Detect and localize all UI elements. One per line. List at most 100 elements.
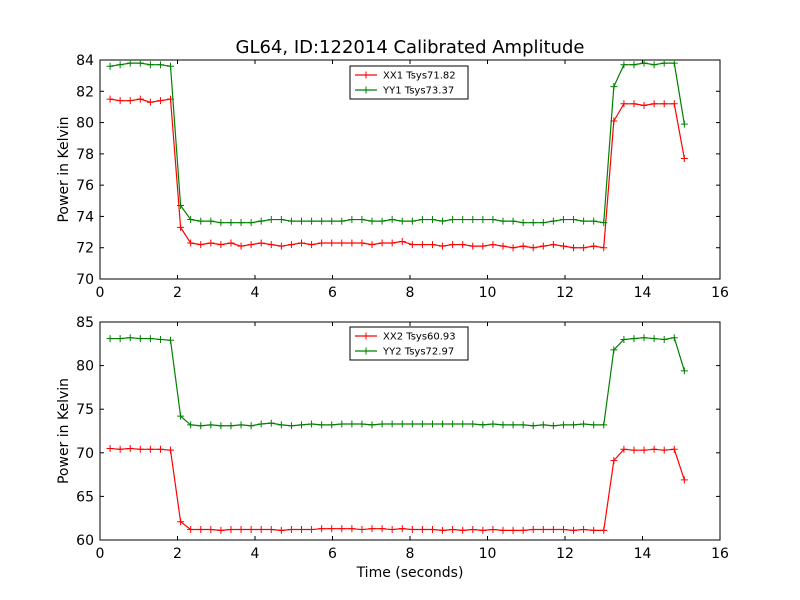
series-line-2 xyxy=(109,62,685,224)
data-point xyxy=(559,216,567,224)
top-chart: 0 2 4 6 8 10 12 14 16 70 72 74 76 78 80 82 84 Power in Ke… xyxy=(56,53,729,301)
data-point xyxy=(338,420,346,428)
data-point xyxy=(650,445,658,453)
data-point xyxy=(529,422,537,430)
data-point xyxy=(610,457,618,465)
data-point xyxy=(328,525,336,533)
x-tick-label: 6 xyxy=(328,285,337,301)
data-point xyxy=(580,217,588,225)
legend-marker xyxy=(362,332,370,340)
data-point xyxy=(449,526,457,534)
data-point xyxy=(489,241,497,249)
data-point xyxy=(126,334,134,342)
data-point xyxy=(398,237,406,245)
data-point xyxy=(388,526,396,534)
data-point xyxy=(439,526,447,534)
data-point xyxy=(650,61,658,69)
data-point xyxy=(227,239,235,247)
y-tick-label: 84 xyxy=(76,53,94,69)
data-point xyxy=(469,526,477,534)
data-point xyxy=(640,101,648,109)
data-point xyxy=(600,219,608,227)
data-point xyxy=(348,239,356,247)
data-point xyxy=(177,223,185,231)
data-point xyxy=(600,244,608,252)
data-point xyxy=(590,242,598,250)
data-point xyxy=(570,526,578,534)
data-point xyxy=(308,217,316,225)
data-point xyxy=(620,445,628,453)
data-point xyxy=(217,219,225,227)
data-point xyxy=(136,59,144,67)
data-point xyxy=(469,242,477,250)
data-point xyxy=(177,518,185,526)
data-point xyxy=(630,61,638,69)
data-point xyxy=(277,242,285,250)
data-point xyxy=(358,420,366,428)
data-point xyxy=(459,241,467,249)
data-point xyxy=(378,239,386,247)
data-point xyxy=(267,419,275,427)
data-point xyxy=(328,239,336,247)
data-point xyxy=(580,244,588,252)
data-point xyxy=(600,421,608,429)
data-point xyxy=(217,422,225,430)
data-point xyxy=(449,420,457,428)
data-point xyxy=(257,217,265,225)
data-point xyxy=(247,422,255,430)
data-point xyxy=(509,526,517,534)
data-point xyxy=(237,526,245,534)
legend-marker xyxy=(362,86,370,94)
data-point xyxy=(318,421,326,429)
data-point xyxy=(680,476,688,484)
data-point xyxy=(156,335,164,343)
x-tick-label: 14 xyxy=(634,285,652,301)
x-tick-label: 10 xyxy=(479,285,497,301)
data-point xyxy=(640,446,648,454)
data-point xyxy=(439,242,447,250)
data-point xyxy=(479,216,487,224)
data-point xyxy=(328,217,336,225)
data-point xyxy=(338,217,346,225)
data-point xyxy=(126,444,134,452)
data-point xyxy=(408,420,416,428)
data-point xyxy=(479,421,487,429)
data-point xyxy=(479,242,487,250)
legend-box xyxy=(349,65,469,100)
legend-marker xyxy=(362,71,370,79)
data-point xyxy=(418,241,426,249)
data-point xyxy=(620,335,628,343)
y-axis-label: Power in Kelvin xyxy=(56,116,72,222)
data-point xyxy=(126,59,134,67)
y-tick-label: 72 xyxy=(76,241,94,257)
data-point xyxy=(267,241,275,249)
data-point xyxy=(156,97,164,105)
data-point xyxy=(660,446,668,454)
x-tick-label: 2 xyxy=(173,285,182,301)
legend: XX1 Tsys71.82 YY1 Tsys73.37 xyxy=(349,65,469,100)
data-point xyxy=(187,421,195,429)
data-point xyxy=(640,334,648,342)
data-point xyxy=(459,216,467,224)
x-tick-label: 8 xyxy=(406,285,415,301)
y-tick-label: 82 xyxy=(76,84,94,100)
data-point xyxy=(489,526,497,534)
data-point xyxy=(398,420,406,428)
data-point xyxy=(670,100,678,108)
data-point xyxy=(298,217,305,225)
data-point xyxy=(388,216,396,224)
data-point xyxy=(398,217,406,225)
series-line-1 xyxy=(109,98,685,249)
data-point xyxy=(287,217,295,225)
data-point xyxy=(428,420,436,428)
legend-label: XX1 Tsys71.82 xyxy=(383,71,456,82)
data-point xyxy=(298,526,305,534)
data-point xyxy=(247,219,255,227)
data-point xyxy=(439,217,447,225)
data-point xyxy=(237,421,245,429)
x-tick-label: 14 xyxy=(634,546,652,562)
data-point xyxy=(267,216,275,224)
data-point xyxy=(479,526,487,534)
data-point xyxy=(197,217,205,225)
data-point xyxy=(660,335,668,343)
